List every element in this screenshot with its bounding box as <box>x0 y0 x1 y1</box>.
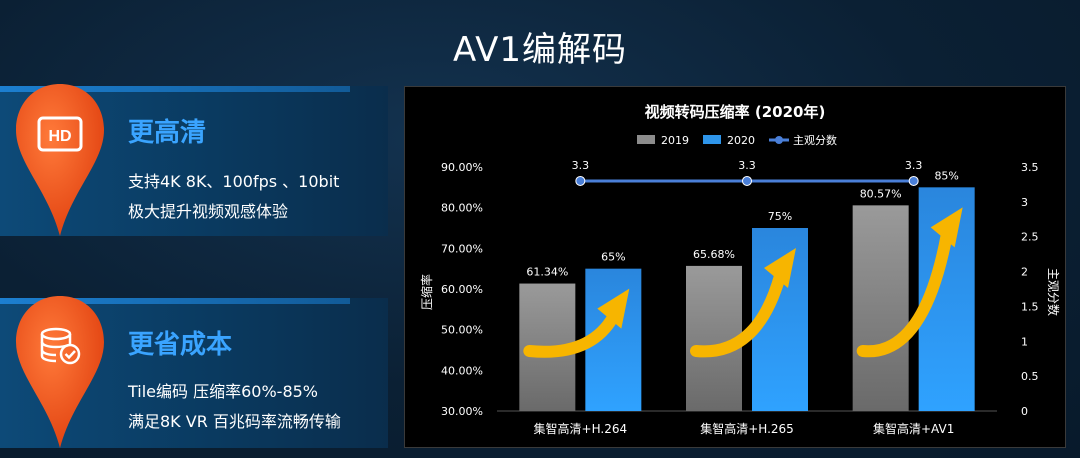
card-accent-bar <box>0 298 350 304</box>
bar-2019 <box>852 205 909 411</box>
bar-data-label: 75% <box>768 210 792 223</box>
line-data-label: 3.3 <box>572 159 590 172</box>
legend-swatch-2019 <box>637 135 655 144</box>
y-tick-label: 80.00% <box>441 202 483 215</box>
y2-tick-label: 3.5 <box>1021 161 1039 174</box>
y2-tick-label: 3 <box>1021 196 1028 209</box>
increase-arrow-head <box>764 248 796 288</box>
card-accent-bar <box>0 86 350 92</box>
feature-title: 更省成本 <box>128 330 233 360</box>
legend-label: 主观分数 <box>793 134 837 147</box>
y-tick-label: 90.00% <box>441 161 483 174</box>
feature-card-hd: HD 更高清 支持4K 8K、100fps 、10bit 极大提升视频观感体验 <box>0 84 388 236</box>
location-pin-shape <box>16 296 104 448</box>
bar-data-label: 65% <box>601 251 625 264</box>
location-pin-shape <box>16 84 104 236</box>
y-tick-label: 50.00% <box>441 324 483 337</box>
hd-badge-text: HD <box>48 128 71 145</box>
x-tick-label: 集智高清+H.264 <box>534 421 628 436</box>
feature-line: 满足8K VR 百兆码率流畅传输 <box>128 412 341 431</box>
chart-title: 视频转码压缩率 (2020年) <box>645 103 826 121</box>
increase-arrow-shaft <box>856 229 953 358</box>
feature-line: 极大提升视频观感体验 <box>128 202 289 221</box>
legend-label: 2020 <box>727 134 755 147</box>
line-point <box>742 175 752 186</box>
y2-axis-title: 主观分数 <box>1046 268 1061 316</box>
y2-tick-label: 1.5 <box>1021 300 1039 313</box>
bar-data-label: 61.34% <box>526 266 568 279</box>
database-check-icon <box>40 327 81 365</box>
y2-tick-label: 2.5 <box>1021 231 1039 244</box>
page-title: AV1编解码 <box>453 30 627 70</box>
increase-arrow-shaft <box>523 310 620 358</box>
chart-legend: 2019 2020 主观分数 <box>637 134 837 147</box>
bar-data-label: 65.68% <box>693 248 735 261</box>
legend-label: 2019 <box>661 134 689 147</box>
x-tick-label: 集智高清+AV1 <box>873 421 954 436</box>
bar-data-label: 85% <box>934 169 958 182</box>
y2-tick-label: 0 <box>1021 405 1028 418</box>
feature-line: Tile编码 压缩率60%-85% <box>128 382 319 401</box>
y2-tick-label: 2 <box>1021 266 1028 279</box>
y-tick-label: 60.00% <box>441 283 483 296</box>
legend-swatch-2020 <box>703 135 721 144</box>
y2-tick-label: 0.5 <box>1021 370 1039 383</box>
compression-chart-panel: 视频转码压缩率 (2020年) 2019 2020 主观分数 压缩率 主观分数 … <box>404 86 1066 448</box>
compression-chart: 视频转码压缩率 (2020年) 2019 2020 主观分数 压缩率 主观分数 … <box>419 103 1061 436</box>
increase-arrow-head <box>597 288 630 329</box>
hd-icon: HD <box>37 116 83 152</box>
line-data-label: 3.3 <box>905 159 923 172</box>
line-point <box>908 175 919 186</box>
x-tick-label: 集智高清+H.265 <box>700 421 794 436</box>
y-axis-title: 压缩率 <box>419 274 434 310</box>
increase-arrow-shaft <box>690 270 786 358</box>
feature-title: 更高清 <box>128 118 207 148</box>
y-tick-label: 30.00% <box>441 405 483 418</box>
y-tick-label: 70.00% <box>441 242 483 255</box>
y-tick-label: 40.00% <box>441 364 483 377</box>
line-data-label: 3.3 <box>738 159 756 172</box>
bar-data-label: 80.57% <box>860 187 902 200</box>
feature-line: 支持4K 8K、100fps 、10bit <box>128 172 340 191</box>
increase-arrow-head <box>930 207 963 248</box>
y2-tick-label: 1 <box>1021 335 1028 348</box>
legend-swatch-marker <box>775 136 783 144</box>
line-point <box>575 175 586 186</box>
feature-card-cost: 更省成本 Tile编码 压缩率60%-85% 满足8K VR 百兆码率流畅传输 <box>0 296 388 448</box>
